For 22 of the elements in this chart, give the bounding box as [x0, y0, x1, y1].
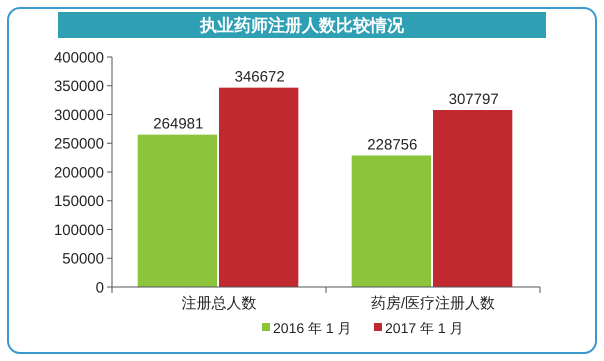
x-tick-label: 注册总人数 — [182, 295, 256, 312]
x-tick-label: 药房/医疗注册人数 — [370, 295, 496, 312]
y-tick-label: 150000 — [54, 193, 104, 210]
bar — [352, 155, 431, 287]
legend-label: 2016 年 1 月 — [273, 320, 352, 336]
bar — [219, 88, 298, 287]
y-tick-label: 300000 — [54, 106, 104, 124]
y-tick-label: 200000 — [54, 164, 104, 182]
y-tick-label: 350000 — [54, 78, 104, 95]
legend-label: 2017 年 1 月 — [385, 320, 464, 336]
chart-title: 执业药师注册人数比较情况 — [199, 16, 405, 35]
bar — [138, 134, 217, 287]
data-label: 264981 — [153, 116, 204, 133]
y-tick-label: 100000 — [54, 222, 104, 239]
y-tick-label: 50000 — [62, 250, 104, 268]
data-label: 346672 — [234, 68, 285, 86]
y-tick-label: 400000 — [54, 49, 104, 66]
y-tick-label: 0 — [96, 279, 104, 296]
data-label: 307797 — [448, 91, 499, 108]
bar — [433, 110, 512, 287]
y-tick-label: 250000 — [54, 136, 104, 152]
data-label: 228756 — [367, 136, 418, 154]
